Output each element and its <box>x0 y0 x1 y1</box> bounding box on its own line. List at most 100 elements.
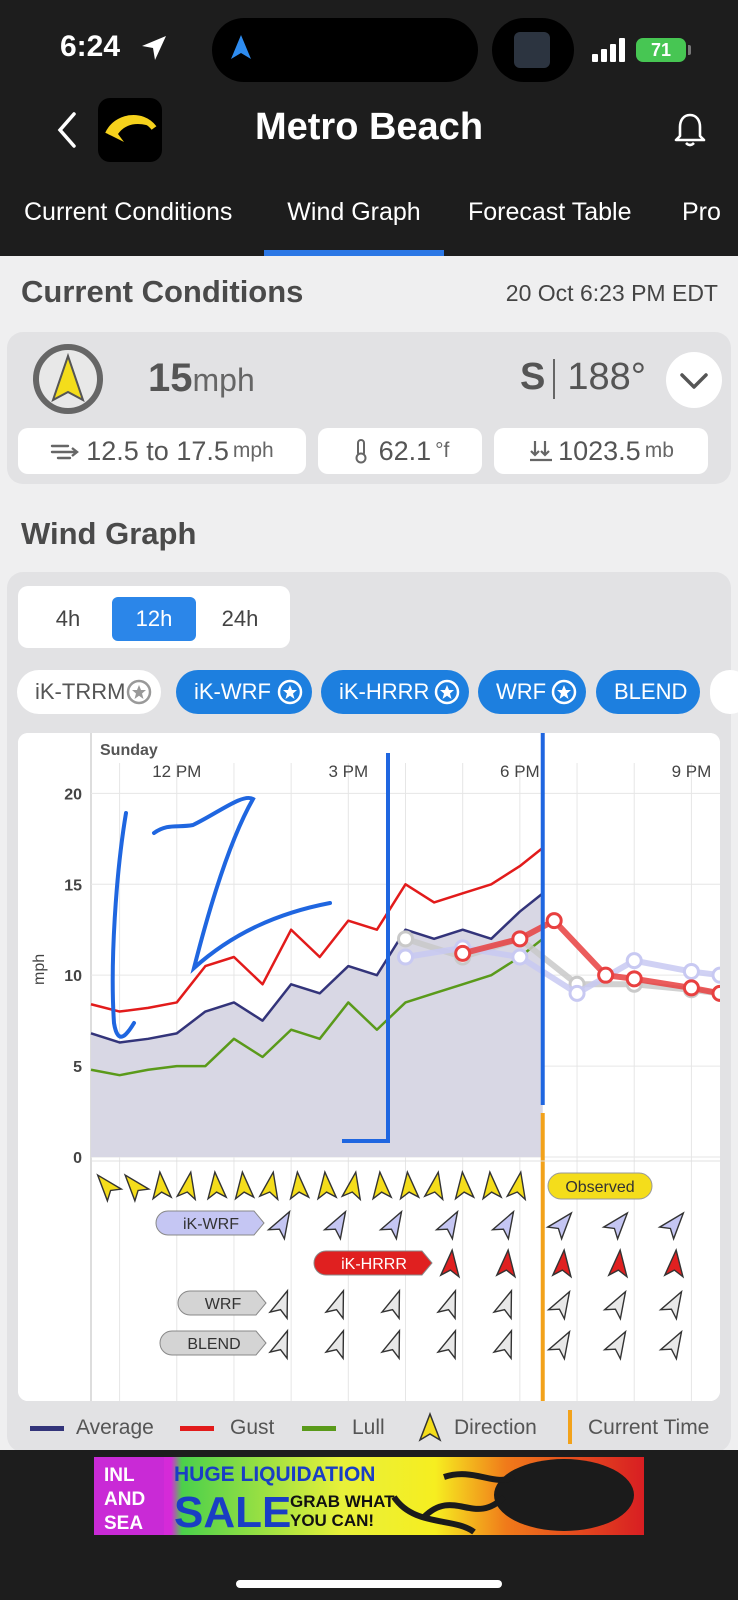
forecast-direction-arrow-blend <box>268 1328 289 1361</box>
bell-icon[interactable] <box>674 112 706 148</box>
star-badge-icon <box>126 679 152 705</box>
ad-brand-line-2: AND <box>104 1489 145 1510</box>
forecast-direction-arrow-ik-wrf <box>490 1209 515 1241</box>
forecast-direction-arrow-ik-hrrr <box>607 1247 629 1279</box>
range-24h-button[interactable]: 24h <box>221 606 259 631</box>
wind-speed: 15mph <box>148 356 255 401</box>
pressure-icon <box>530 441 553 462</box>
model-chip-wrf[interactable]: WRF <box>478 670 586 714</box>
y-axis-label: mph <box>31 954 48 985</box>
wind-graph-title: Wind Graph <box>21 516 197 551</box>
temperature-pill: 62.1 °f <box>318 428 482 474</box>
model-label: iK-HRRR <box>339 679 430 704</box>
observed-direction-arrow <box>454 1169 476 1201</box>
forecast-direction-arrow-ik-hrrr <box>663 1247 685 1279</box>
conditions-timestamp: 20 Oct 6:23 PM EDT <box>505 280 718 306</box>
forecast-direction-arrow-ik-hrrr <box>495 1247 517 1279</box>
app-header: 6:24 71 Metro Beach Current Conditions W… <box>0 0 738 256</box>
model-chip-blend[interactable]: BLEND <box>596 670 700 714</box>
wind-chart[interactable]: Sunday mph 20 15 10 5 0 12 PM 3 PM 6 PM 9 PM Obs… <box>18 733 720 1401</box>
y-tick-label: 15 <box>64 877 82 894</box>
range-4h-button[interactable]: 4h <box>55 606 81 631</box>
observed-direction-arrow <box>316 1169 338 1201</box>
battery-tip <box>688 45 691 55</box>
current-time-legend-swatch <box>568 1410 572 1444</box>
model-tag-ik-wrf <box>155 1210 265 1236</box>
legend-lull: Lull <box>352 1416 385 1439</box>
wind-range-unit: mph <box>232 439 274 462</box>
forecast-direction-arrow-wrf <box>658 1289 683 1321</box>
forecast-point <box>711 984 720 1002</box>
page-title: Metro Beach <box>254 106 484 148</box>
model-label: BLEND <box>614 679 688 704</box>
tab-current-conditions[interactable]: Current Conditions <box>24 198 233 226</box>
y-tick-label: 10 <box>64 968 82 985</box>
ad-tagline-1: GRAB WHAT <box>290 1492 395 1511</box>
series-line-gust <box>90 846 544 1013</box>
model-label: iK-WRF <box>194 679 271 704</box>
wind-degrees: 188° <box>567 356 646 398</box>
temperature-unit: °f <box>435 439 450 462</box>
observed-direction-arrow <box>234 1169 256 1201</box>
forecast-point <box>545 912 563 930</box>
forecast-direction-arrow-wrf <box>380 1288 401 1321</box>
wind-range-value: 12.5 to 17.5 <box>86 435 229 466</box>
forecast-direction-arrow-blend <box>546 1329 571 1361</box>
observed-tag <box>547 1172 653 1200</box>
forecast-direction-arrow-blend <box>602 1329 627 1361</box>
observed-direction-arrow <box>258 1170 279 1202</box>
wind-speed-unit: mph <box>192 362 255 398</box>
ad-banner[interactable]: INL AND SEA HUGE LIQUIDATION SALE GRAB W… <box>94 1457 644 1535</box>
model-tag-wrf <box>177 1290 267 1316</box>
annotation-stroke <box>152 795 332 974</box>
camera-preview <box>492 18 574 82</box>
series-line-average <box>90 892 544 1044</box>
model-tag-label: WRF <box>205 1296 242 1313</box>
model-tag-label: iK-HRRR <box>341 1256 407 1273</box>
forecast-direction-arrow-wrf <box>546 1289 571 1321</box>
observed-direction-arrow <box>289 1169 311 1201</box>
forecast-direction-arrow-ik-wrf <box>266 1209 291 1241</box>
forecast-direction-arrow-ik-wrf <box>545 1211 573 1241</box>
forecast-direction-arrow-ik-wrf <box>434 1209 459 1241</box>
range-12h-button[interactable]: 12h <box>112 597 196 641</box>
model-chip-ik-trrm[interactable]: iK-TRRM <box>17 670 161 714</box>
tab-wind-graph[interactable]: Wind Graph <box>264 192 444 256</box>
tab-forecast-table[interactable]: Forecast Table <box>468 198 632 226</box>
model-chip-ik-wrf[interactable]: iK-WRF <box>176 670 312 714</box>
tab-pro[interactable]: Pro <box>682 198 721 226</box>
ad-octopus-graphic <box>494 1459 634 1531</box>
forecast-direction-arrow-wrf <box>492 1288 513 1321</box>
forecast-point <box>511 948 529 966</box>
expand-button[interactable] <box>666 352 722 408</box>
home-indicator <box>236 1580 502 1588</box>
observed-direction-arrow <box>123 1173 151 1203</box>
forecast-point <box>397 930 414 948</box>
pressure-value: 1023.5 <box>558 435 641 466</box>
status-time: 6:24 <box>60 30 121 63</box>
observed-direction-arrow <box>96 1173 124 1203</box>
wind-arrow-icon <box>51 352 85 403</box>
observed-direction-arrow <box>505 1170 527 1202</box>
forecast-point <box>511 930 529 948</box>
location-arrow-icon <box>142 36 166 60</box>
back-chevron-icon[interactable] <box>52 110 82 150</box>
observed-label: Observed <box>565 1179 634 1196</box>
forecast-direction-arrow-blend <box>380 1328 401 1361</box>
forecast-direction-arrow-ik-wrf <box>322 1209 347 1241</box>
model-tag-label: iK-WRF <box>183 1216 239 1233</box>
dynamic-island <box>212 18 478 82</box>
forecast-point <box>682 979 700 997</box>
gust-legend-swatch <box>180 1426 214 1431</box>
pressure-unit: mb <box>644 439 674 462</box>
model-tag-blend <box>159 1330 267 1356</box>
forecast-point <box>625 952 643 970</box>
model-chip-ik-hrrr[interactable]: iK-HRRR <box>321 670 469 714</box>
annotation-stroke <box>110 811 136 1039</box>
forecast-direction-arrow-blend <box>492 1328 513 1361</box>
model-chip-more[interactable] <box>710 670 738 714</box>
forecast-direction-arrow-ik-wrf <box>657 1211 685 1241</box>
observed-direction-arrow <box>481 1169 503 1201</box>
ad-graphic: INL AND SEA HUGE LIQUIDATION SALE GRAB W… <box>94 1457 644 1535</box>
forecast-direction-arrow-ik-wrf <box>601 1211 629 1241</box>
